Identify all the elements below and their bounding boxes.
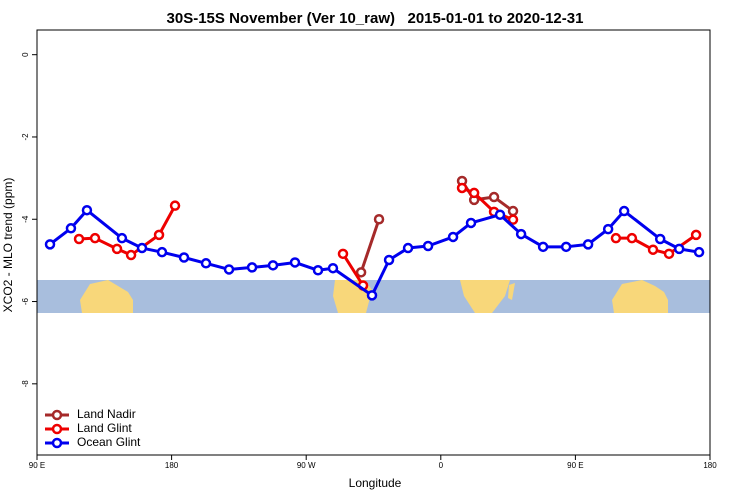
point	[125, 249, 137, 261]
point	[111, 243, 123, 255]
legend-label: Land Glint	[77, 421, 132, 435]
point	[89, 232, 101, 244]
y-tick-label: -6	[21, 297, 30, 305]
y-axis-label: XCO2 - MLO trend (ppm)	[1, 178, 15, 313]
point	[402, 242, 414, 254]
point	[494, 209, 506, 220]
x-tick-label: 180	[165, 461, 179, 470]
point	[373, 214, 385, 225]
point	[355, 267, 367, 278]
point	[447, 231, 459, 243]
y-tick-label: -4	[21, 215, 30, 223]
point	[456, 182, 468, 194]
point	[690, 229, 702, 241]
point	[136, 242, 148, 254]
y-tick-label: 0	[21, 52, 30, 57]
point	[582, 239, 594, 250]
point	[488, 191, 500, 203]
point	[65, 223, 77, 234]
point	[289, 257, 301, 268]
point	[267, 260, 279, 271]
point	[153, 229, 165, 241]
point	[246, 262, 258, 273]
point	[693, 246, 705, 258]
map-strip	[37, 280, 710, 313]
chart-title: 30S-15S November (Ver 10_raw) 2015-01-01…	[167, 10, 584, 27]
point	[507, 214, 519, 225]
legend-marker	[51, 437, 63, 449]
x-tick-label: 90 E	[29, 461, 45, 470]
point	[465, 217, 477, 229]
point	[116, 232, 128, 244]
y-tick-label: -2	[21, 133, 30, 141]
point	[312, 265, 324, 276]
point	[468, 187, 480, 199]
point	[422, 240, 434, 252]
point	[73, 233, 85, 245]
x-tick-label: 90 W	[297, 461, 316, 470]
point	[178, 252, 190, 263]
y-tick-label: -8	[21, 380, 30, 388]
point	[673, 243, 685, 255]
point	[537, 241, 549, 253]
point	[156, 246, 168, 258]
x-axis-label: Longitude	[349, 476, 402, 490]
point	[44, 239, 56, 250]
point	[663, 248, 675, 260]
point	[647, 244, 659, 255]
x-tick-label: 180	[703, 461, 717, 470]
point	[169, 200, 181, 211]
legend-label: Ocean Glint	[77, 435, 141, 449]
point	[626, 232, 638, 244]
point	[560, 241, 572, 253]
point	[200, 258, 212, 269]
x-tick-label: 90 E	[567, 461, 583, 470]
legend-marker	[51, 423, 63, 435]
x-tick-label: 0	[439, 461, 444, 470]
point	[81, 204, 93, 216]
point	[366, 290, 378, 301]
series-line	[78, 186, 697, 287]
point	[327, 262, 339, 274]
legend-marker	[51, 409, 63, 421]
point	[337, 248, 349, 260]
plot-frame	[36, 29, 711, 456]
legend-label: Land Nadir	[77, 407, 136, 421]
point	[515, 228, 527, 240]
point	[602, 223, 614, 235]
point	[654, 233, 666, 245]
point	[618, 205, 630, 217]
point	[383, 254, 395, 266]
point	[610, 232, 622, 244]
point	[507, 205, 519, 217]
point	[223, 264, 235, 275]
